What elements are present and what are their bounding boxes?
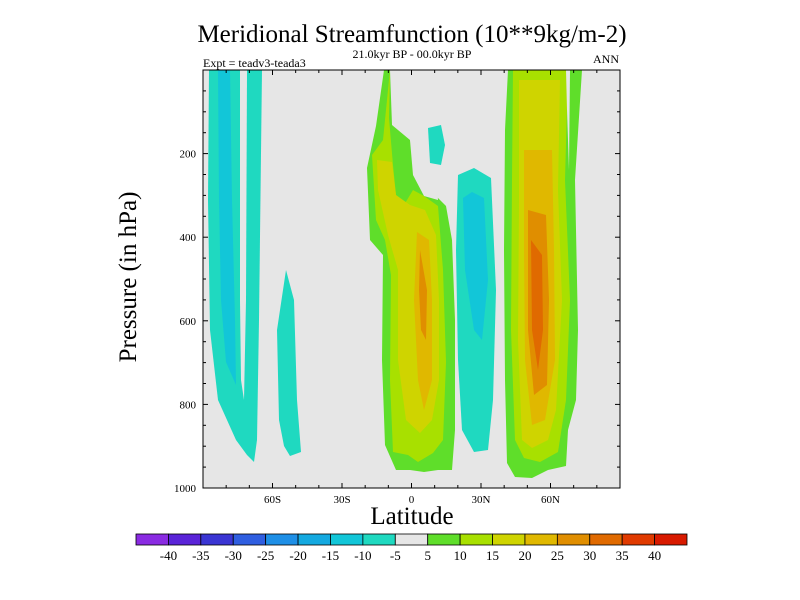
- y-axis-label: Pressure (in hPa): [115, 192, 142, 363]
- colorbar-label: 5: [424, 548, 431, 563]
- colorbar-swatch: [589, 533, 623, 546]
- colorbar-swatch: [556, 533, 591, 546]
- axis-ticks: 60S 30S 0 30N 60N 200 400 600 800 1000: [174, 70, 620, 506]
- colorbar-swatch: [297, 533, 331, 546]
- colorbar-label: -40: [160, 548, 177, 563]
- x-axis-label: Latitude: [370, 503, 453, 530]
- colorbar-label: -15: [322, 548, 339, 563]
- x-tick-label: 0: [409, 494, 415, 506]
- contour-neg-5-sh-pale: [240, 70, 247, 400]
- colorbar-swatch: [654, 533, 688, 546]
- colorbar-label: 30: [583, 548, 596, 563]
- experiment-label: Expt = teadv3-teada3: [203, 56, 306, 70]
- colorbar-swatch: [492, 533, 526, 546]
- contour-pos-25: [419, 250, 427, 340]
- colorbar-swatch: [459, 533, 493, 546]
- contour-neg-5-eq-small: [428, 125, 445, 165]
- colorbar-label: -30: [225, 548, 242, 563]
- colorbar: -40 -35 -30 -25 -20 -15 -10 -5 5 10 15 20 25 30 35 40: [135, 533, 688, 563]
- colorbar-label: 35: [616, 548, 629, 563]
- colorbar-swatch: [200, 533, 234, 546]
- colorbar-label: 25: [551, 548, 564, 563]
- colorbar-label: 40: [648, 548, 661, 563]
- chart-subtitle: 21.0kyr BP - 00.0kyr BP: [353, 47, 472, 61]
- contour-pos-30-nh: [531, 240, 543, 370]
- x-tick-label: 30N: [472, 494, 491, 506]
- colorbar-label: -25: [257, 548, 274, 563]
- contour-neg-10-nh: [463, 192, 488, 340]
- y-tick-label: 1000: [174, 483, 197, 495]
- colorbar-label: 20: [518, 548, 531, 563]
- x-tick-label: 60S: [264, 494, 281, 506]
- colorbar-swatch: [394, 533, 429, 546]
- colorbar-swatch: [427, 533, 461, 546]
- contour-fill-layer: [208, 70, 582, 478]
- colorbar-label: -5: [390, 548, 401, 563]
- colorbar-label: -10: [354, 548, 371, 563]
- colorbar-label: 10: [454, 548, 467, 563]
- colorbar-label: -35: [192, 548, 209, 563]
- colorbar-swatch: [621, 533, 655, 546]
- y-tick-label: 800: [180, 399, 197, 411]
- season-label: ANN: [593, 52, 619, 66]
- contour-neg-10-sh: [218, 70, 236, 385]
- y-tick-label: 400: [180, 232, 197, 244]
- colorbar-swatch: [265, 533, 299, 546]
- colorbar-swatch: [168, 533, 202, 546]
- colorbar-label: 15: [486, 548, 499, 563]
- colorbar-swatch: [232, 533, 267, 546]
- contour-white-nh-edge: [566, 70, 570, 170]
- colorbar-label: -20: [289, 548, 306, 563]
- chart-title: Meridional Streamfunction (10**9kg/m-2): [197, 21, 626, 48]
- contour-neg-5-sh-b: [277, 270, 301, 456]
- y-tick-label: 200: [180, 149, 197, 161]
- x-tick-label: 30S: [333, 494, 350, 506]
- colorbar-swatch: [330, 533, 364, 546]
- colorbar-swatch: [362, 533, 396, 546]
- y-tick-label: 600: [180, 316, 197, 328]
- colorbar-swatch: [524, 533, 558, 546]
- colorbar-swatch: [135, 533, 169, 546]
- x-tick-label: 60N: [541, 494, 560, 506]
